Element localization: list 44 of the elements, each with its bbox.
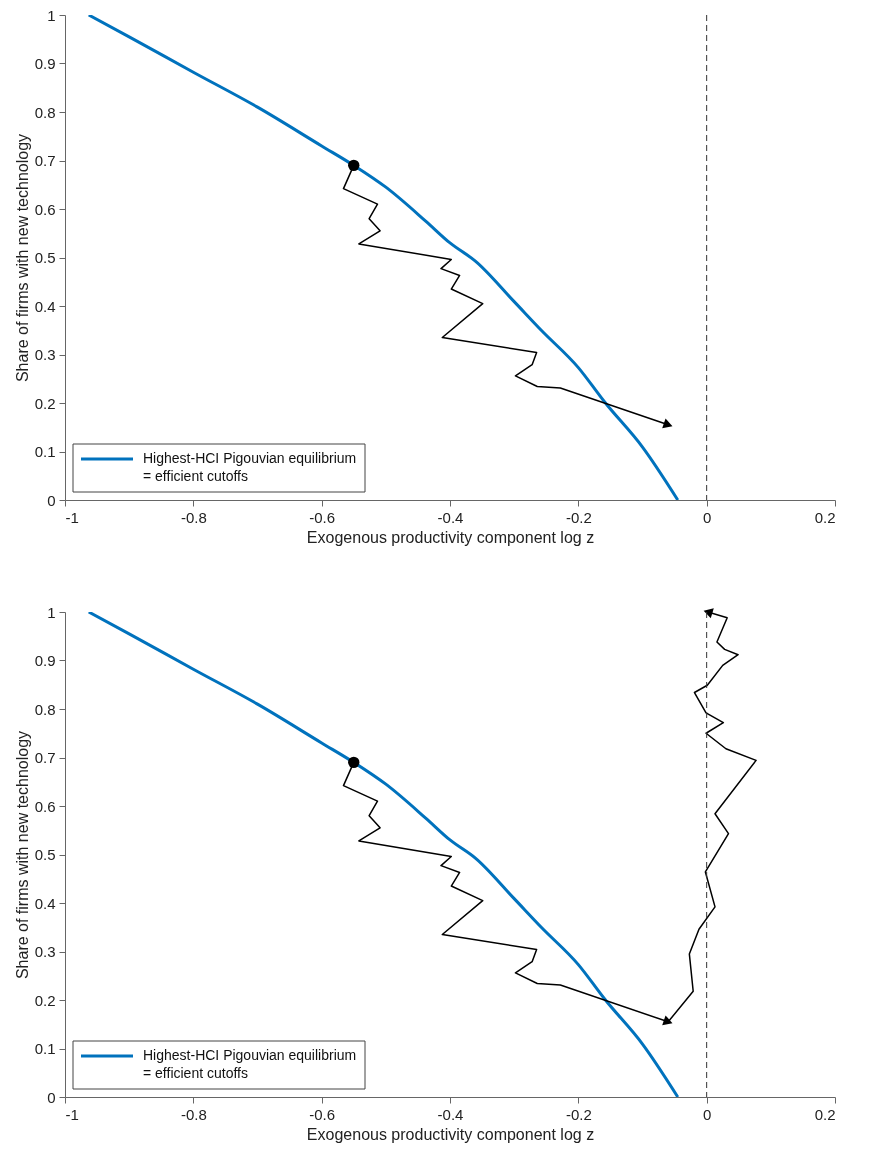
y-tick-label: 0.8 [34, 103, 56, 121]
y-tick-label: 0.9 [34, 55, 56, 72]
y-tick-label: 0.1 [34, 1040, 56, 1057]
y-tick-label: 0.7 [34, 749, 56, 766]
y-tick-label: 0.6 [34, 200, 56, 218]
y-tick-label: 0.3 [34, 943, 56, 960]
x-tick-label: 0 [702, 508, 712, 526]
line-series [87, 612, 680, 1097]
line-series [87, 15, 680, 500]
y-tick-label: 1 [47, 6, 56, 24]
x-tick-label: -0.8 [180, 1105, 207, 1123]
y-tick-label: 0.7 [34, 152, 56, 169]
x-tick-label: -0.2 [565, 1105, 592, 1123]
y-tick-label: 0.5 [34, 249, 56, 266]
x-tick-label: -1 [65, 508, 79, 526]
y-tick-label: 0.8 [34, 700, 56, 718]
x-tick-label: -0.4 [437, 508, 464, 526]
x-tick-label: 0 [702, 1105, 712, 1123]
y-tick-label: 0.4 [34, 297, 56, 315]
y-axis-title: Share of firms with new technology [13, 730, 31, 980]
y-tick-label: 0 [47, 491, 56, 509]
x-tick-label: -0.8 [180, 508, 207, 526]
x-tick-label: -0.4 [437, 1105, 464, 1123]
legend-label: Highest-HCI Pigouvian equilibrium = efficient cutoffs [143, 450, 357, 484]
y-tick-label: 0.9 [34, 652, 56, 669]
x-axis-title: Exogenous productivity component log z [306, 1125, 595, 1143]
x-tick-label: 0.2 [814, 508, 836, 526]
y-tick-label: 0.2 [34, 394, 56, 412]
x-tick-label: -0.6 [309, 508, 336, 526]
x-tick-label: -1 [65, 1105, 79, 1123]
x-tick-label: -0.6 [309, 1105, 336, 1123]
x-axis-title: Exogenous productivity component log z [306, 528, 595, 546]
y-tick-label: 0.6 [34, 797, 56, 815]
y-tick-label: 0.2 [34, 991, 56, 1009]
y-tick-label: 0.1 [34, 443, 56, 460]
y-tick-label: 0.4 [34, 894, 56, 912]
y-tick-label: 0.5 [34, 846, 56, 863]
x-tick-label: -0.2 [565, 508, 592, 526]
y-tick-label: 0 [47, 1088, 56, 1106]
y-tick-label: 1 [47, 603, 56, 621]
legend-label: Highest-HCI Pigouvian equilibrium = efficient cutoffs [143, 1047, 357, 1081]
x-tick-label: 0.2 [814, 1105, 836, 1123]
y-axis-title: Share of firms with new technology [13, 133, 31, 383]
y-tick-label: 0.3 [34, 346, 56, 363]
